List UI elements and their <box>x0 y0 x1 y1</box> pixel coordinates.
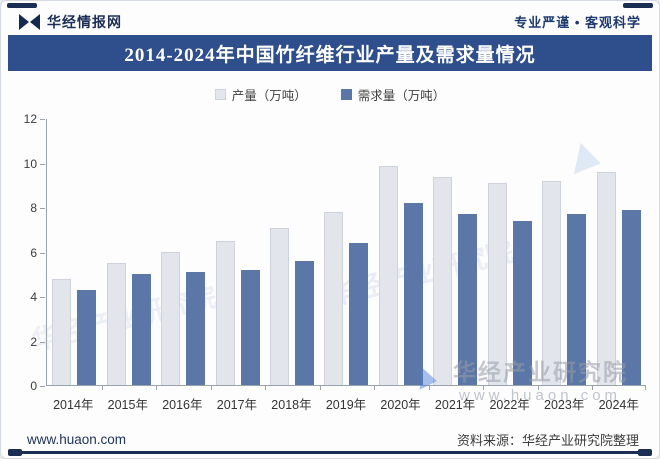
bar-group-2018年 <box>265 119 319 385</box>
chart-area: 华经产业研究院 华经产业研究院 华经产业研究院 www.huaon.com 02… <box>1 107 659 427</box>
footer: www.huaon.com 资料来源：华经产业研究院整理 <box>1 427 659 451</box>
brand-name: 华经情报网 <box>47 13 122 30</box>
bar-group-2016年 <box>156 119 210 385</box>
bar-group-2017年 <box>210 119 264 385</box>
production-bar-2024年 <box>596 172 616 385</box>
x-axis-tick <box>483 386 485 390</box>
y-axis-tick-label: 12 <box>23 112 37 126</box>
demand-bar-2014年 <box>77 289 97 385</box>
x-axis-tick <box>319 386 321 390</box>
y-axis-tick-label: 8 <box>30 201 37 215</box>
y-axis-tick-label: 0 <box>30 379 37 393</box>
x-axis-label-2017年: 2017年 <box>216 398 258 412</box>
title-banner: 2014-2024年中国竹纤维行业产量及需求量情况 <box>8 35 652 71</box>
x-axis-tick <box>592 386 594 390</box>
bar-group-2021年 <box>428 119 482 385</box>
legend-swatch-icon <box>340 89 352 100</box>
y-axis-tick-label: 6 <box>30 245 37 260</box>
demand-bar-2022年 <box>512 220 532 385</box>
x-axis-label-2014年: 2014年 <box>53 398 94 412</box>
bar-group-2015年 <box>101 119 155 385</box>
x-axis-label-2021年: 2021年 <box>434 398 476 412</box>
legend-label: 产量（万吨） <box>231 89 307 103</box>
y-axis-tick <box>40 163 45 165</box>
legend-label: 需求量（万吨） <box>357 89 446 103</box>
footer-data-source: 资料来源：华经产业研究院整理 <box>456 432 639 448</box>
demand-bar-2016年 <box>186 271 206 385</box>
x-axis-tick <box>537 386 539 390</box>
bar-group-2014年 <box>47 119 101 385</box>
demand-bar-2018年 <box>295 260 315 385</box>
production-bar-2022年 <box>487 183 507 385</box>
legend-item-1: 需求量（万吨） <box>340 85 446 104</box>
y-axis-tick-label: 2 <box>30 334 37 349</box>
production-bar-2023年 <box>542 181 562 385</box>
x-axis-label-2023年: 2023年 <box>544 398 585 412</box>
x-axis-label-2016年: 2016年 <box>162 398 203 412</box>
demand-bar-2023年 <box>567 214 587 385</box>
demand-bar-2021年 <box>458 214 478 385</box>
bar-group-2022年 <box>483 119 537 385</box>
bar-group-2020年 <box>374 119 428 385</box>
x-axis-tick <box>101 386 103 390</box>
x-axis-label-2019年: 2019年 <box>325 398 367 412</box>
header-slogan: 专业严谨 • 客观科学 <box>514 15 641 30</box>
y-axis-tick-label: 4 <box>30 290 37 304</box>
production-bar-2021年 <box>433 176 453 385</box>
bar-groups <box>47 119 646 385</box>
demand-bar-2017年 <box>240 269 260 385</box>
production-bar-2018年 <box>270 227 290 385</box>
legend-item-0: 产量（万吨） <box>214 85 307 104</box>
brand: 华经情报网 <box>19 12 122 32</box>
y-axis-tick <box>40 386 45 387</box>
bar-group-2023年 <box>537 119 591 385</box>
top-right-accent-bar <box>623 3 653 8</box>
plot-area <box>46 119 646 390</box>
bar-group-2024年 <box>592 119 646 385</box>
x-axis-tick <box>645 386 646 390</box>
footer-website: www.huaon.com <box>27 431 127 447</box>
production-bar-2015年 <box>106 263 126 385</box>
logo-triangle-left <box>19 13 29 30</box>
y-axis-tick <box>40 119 45 120</box>
chart-legend: 产量（万吨） 需求量（万吨） <box>1 85 659 104</box>
y-axis-tick <box>40 297 45 298</box>
x-axis-tick <box>428 386 430 390</box>
production-bar-2014年 <box>52 278 72 385</box>
x-axis-label-2015年: 2015年 <box>107 398 148 412</box>
demand-bar-2024年 <box>621 209 641 385</box>
x-axis-label-2024年: 2024年 <box>598 398 639 412</box>
legend-swatch-icon <box>214 89 226 100</box>
y-axis-tick-label: 10 <box>23 156 37 171</box>
production-bar-2016年 <box>161 252 181 385</box>
demand-bar-2020年 <box>403 203 423 385</box>
production-bar-2019年 <box>324 212 344 385</box>
x-axis-label-2018年: 2018年 <box>271 398 312 412</box>
y-axis-tick <box>40 341 45 343</box>
x-axis-label-2022年: 2022年 <box>489 398 530 412</box>
x-axis-tick <box>265 386 267 390</box>
demand-bar-2019年 <box>349 243 369 385</box>
x-axis-tick <box>374 386 376 390</box>
y-axis-tick <box>40 252 45 254</box>
chart-title: 2014-2024年中国竹纤维行业产量及需求量情况 <box>124 44 536 66</box>
y-axis-tick <box>40 208 45 209</box>
x-axis-tick <box>156 386 158 390</box>
production-bar-2017年 <box>215 240 235 385</box>
x-axis-tick <box>210 386 212 390</box>
top-left-accent-bar <box>7 3 37 8</box>
bar-group-2019年 <box>319 119 373 385</box>
huajing-logo-icon <box>19 13 40 30</box>
header: 华经情报网 专业严谨 • 客观科学 <box>1 8 659 35</box>
demand-bar-2015年 <box>131 274 151 385</box>
logo-triangle-right <box>30 13 40 30</box>
bottom-accent-line <box>8 449 652 456</box>
production-bar-2020年 <box>378 165 398 385</box>
x-axis-label-2020年: 2020年 <box>380 398 421 412</box>
